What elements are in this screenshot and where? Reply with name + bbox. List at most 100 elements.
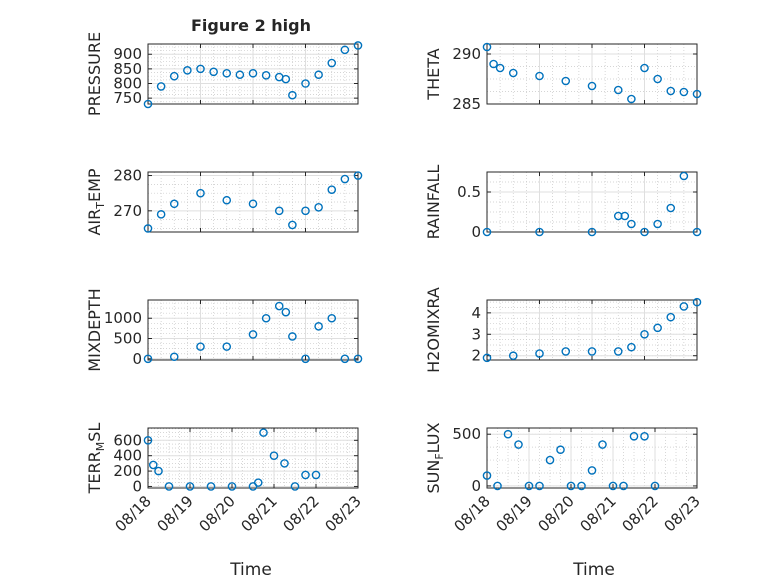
data-point — [209, 67, 218, 77]
data-point — [154, 466, 163, 476]
data-point — [288, 90, 297, 100]
data-point — [353, 171, 363, 180]
data-point — [222, 68, 232, 78]
data-point — [627, 94, 636, 104]
y-tick-label: 0 — [132, 477, 142, 495]
data-point — [156, 210, 166, 219]
data-point — [650, 481, 660, 491]
data-point — [561, 347, 571, 356]
data-point — [143, 354, 153, 364]
data-point — [666, 203, 676, 213]
axes-box — [147, 427, 359, 489]
data-point — [619, 481, 628, 491]
y-tick-label: 2 — [471, 347, 481, 365]
data-series-h2omixra — [482, 297, 702, 363]
x-tick-label: 08/23 — [322, 492, 365, 535]
data-point — [482, 471, 492, 480]
data-series-air_temp — [143, 171, 363, 233]
data-point — [274, 206, 284, 216]
y-tick-label: 290 — [452, 45, 481, 63]
data-point — [311, 470, 321, 480]
data-point — [222, 342, 232, 351]
data-point — [280, 459, 289, 468]
data-point — [148, 460, 158, 470]
data-point — [353, 354, 363, 364]
y-tick-label: 850 — [113, 60, 142, 78]
data-point — [340, 174, 350, 184]
data-point — [508, 351, 518, 361]
data-point — [587, 466, 597, 475]
x-tick-label: 08/18 — [112, 492, 155, 535]
data-point — [290, 482, 300, 491]
data-point — [169, 199, 179, 209]
axes-box — [486, 43, 698, 105]
data-point — [248, 199, 258, 209]
data-point — [653, 219, 662, 229]
data-point — [692, 89, 702, 99]
data-point — [185, 482, 195, 491]
data-point — [301, 354, 310, 364]
x-tick-label: 08/21 — [577, 492, 620, 535]
axes-box — [147, 299, 359, 361]
x-axis-label-left: Time — [229, 560, 272, 580]
data-point — [598, 440, 607, 449]
x-tick-label: 08/23 — [661, 492, 704, 535]
data-point — [535, 227, 544, 237]
data-point — [281, 74, 291, 84]
y-axis-label: RAINFALL — [424, 165, 443, 240]
subplot-air_temp: 270 280 AIRTEMP — [85, 167, 363, 236]
data-point — [261, 313, 271, 323]
subplot-theta: 285 290 THETA — [424, 42, 702, 113]
data-point — [535, 349, 544, 358]
y-axis-label: MIXDEPTH — [85, 288, 104, 371]
data-series-rainfall — [482, 171, 702, 237]
axes-box — [147, 171, 359, 233]
y-tick-label: 285 — [452, 95, 481, 113]
y-axis-label: H2OMIXRA — [424, 287, 443, 373]
data-point — [314, 322, 323, 331]
data-point — [301, 206, 310, 216]
data-point — [545, 455, 555, 465]
data-series-pressure — [143, 41, 363, 109]
axes-box — [486, 299, 698, 361]
data-point — [679, 87, 689, 97]
data-point — [577, 481, 586, 491]
data-point — [206, 482, 216, 491]
data-point — [666, 312, 676, 322]
data-point — [629, 431, 639, 441]
x-tick-label: 08/18 — [451, 492, 494, 535]
y-tick-label: 1000 — [104, 309, 142, 327]
y-axis-label: TERRMSL — [85, 423, 107, 495]
data-point — [627, 342, 636, 352]
data-point — [327, 313, 337, 323]
x-tick-label: 08/20 — [196, 492, 239, 535]
subplot-rainfall: 0 0.5 RAINFALL — [424, 165, 702, 241]
data-point — [164, 482, 174, 491]
data-point — [653, 74, 662, 84]
data-point — [269, 451, 279, 460]
data-point — [640, 63, 649, 73]
data-point — [679, 171, 689, 181]
figure-title: Figure 2 high — [191, 16, 311, 35]
data-point — [327, 185, 337, 194]
data-point — [640, 431, 649, 441]
y-tick-label: 270 — [113, 202, 142, 220]
data-point — [561, 76, 571, 86]
data-point — [288, 332, 297, 341]
data-point — [274, 301, 284, 311]
y-tick-label: 400 — [113, 447, 142, 465]
data-point — [653, 323, 662, 333]
y-axis-label: THETA — [424, 48, 443, 100]
data-point — [183, 66, 192, 75]
x-tick-label: 08/19 — [154, 492, 197, 535]
data-point — [666, 86, 676, 96]
data-point — [566, 481, 576, 491]
data-series-theta — [482, 42, 702, 104]
data-point — [222, 195, 232, 205]
x-axis-label-right: Time — [572, 560, 615, 580]
data-point — [253, 478, 263, 487]
